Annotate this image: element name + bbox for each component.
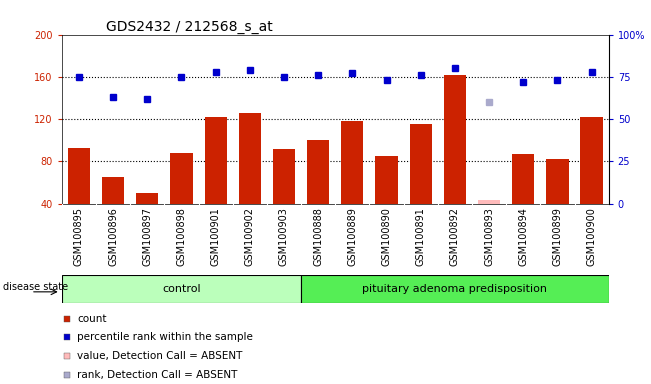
Bar xyxy=(341,121,363,204)
Text: GSM100890: GSM100890 xyxy=(381,207,391,266)
Text: GSM100891: GSM100891 xyxy=(416,207,426,266)
Text: GSM100897: GSM100897 xyxy=(143,207,152,266)
Bar xyxy=(171,153,193,204)
Bar xyxy=(512,154,534,204)
Text: GSM100899: GSM100899 xyxy=(553,207,562,266)
Bar xyxy=(68,147,90,204)
Text: disease state: disease state xyxy=(3,282,68,292)
Bar xyxy=(204,117,227,204)
Text: GSM100896: GSM100896 xyxy=(108,207,118,266)
Bar xyxy=(136,193,158,204)
Bar xyxy=(102,177,124,204)
Bar xyxy=(62,275,301,303)
Text: count: count xyxy=(77,314,107,324)
Text: GSM100888: GSM100888 xyxy=(313,207,323,266)
Text: GSM100892: GSM100892 xyxy=(450,207,460,266)
Text: GSM100902: GSM100902 xyxy=(245,207,255,266)
Bar xyxy=(478,200,500,204)
Text: GSM100903: GSM100903 xyxy=(279,207,289,266)
Bar xyxy=(376,156,398,204)
Text: GDS2432 / 212568_s_at: GDS2432 / 212568_s_at xyxy=(105,20,272,33)
Text: pituitary adenoma predisposition: pituitary adenoma predisposition xyxy=(363,284,547,294)
Text: value, Detection Call = ABSENT: value, Detection Call = ABSENT xyxy=(77,351,243,361)
Bar xyxy=(409,124,432,204)
Text: control: control xyxy=(162,284,201,294)
Bar xyxy=(307,140,329,204)
Text: rank, Detection Call = ABSENT: rank, Detection Call = ABSENT xyxy=(77,370,238,380)
Bar xyxy=(444,74,466,204)
Bar xyxy=(581,117,603,204)
Text: GSM100893: GSM100893 xyxy=(484,207,494,266)
Text: GSM100900: GSM100900 xyxy=(587,207,596,266)
Text: GSM100898: GSM100898 xyxy=(176,207,186,266)
Text: GSM100901: GSM100901 xyxy=(211,207,221,266)
Bar xyxy=(239,113,261,204)
Text: GSM100894: GSM100894 xyxy=(518,207,528,266)
Text: percentile rank within the sample: percentile rank within the sample xyxy=(77,333,253,343)
Bar xyxy=(546,159,568,204)
Text: GSM100889: GSM100889 xyxy=(348,207,357,266)
Text: GSM100895: GSM100895 xyxy=(74,207,84,266)
Bar xyxy=(301,275,609,303)
Bar xyxy=(273,149,295,204)
